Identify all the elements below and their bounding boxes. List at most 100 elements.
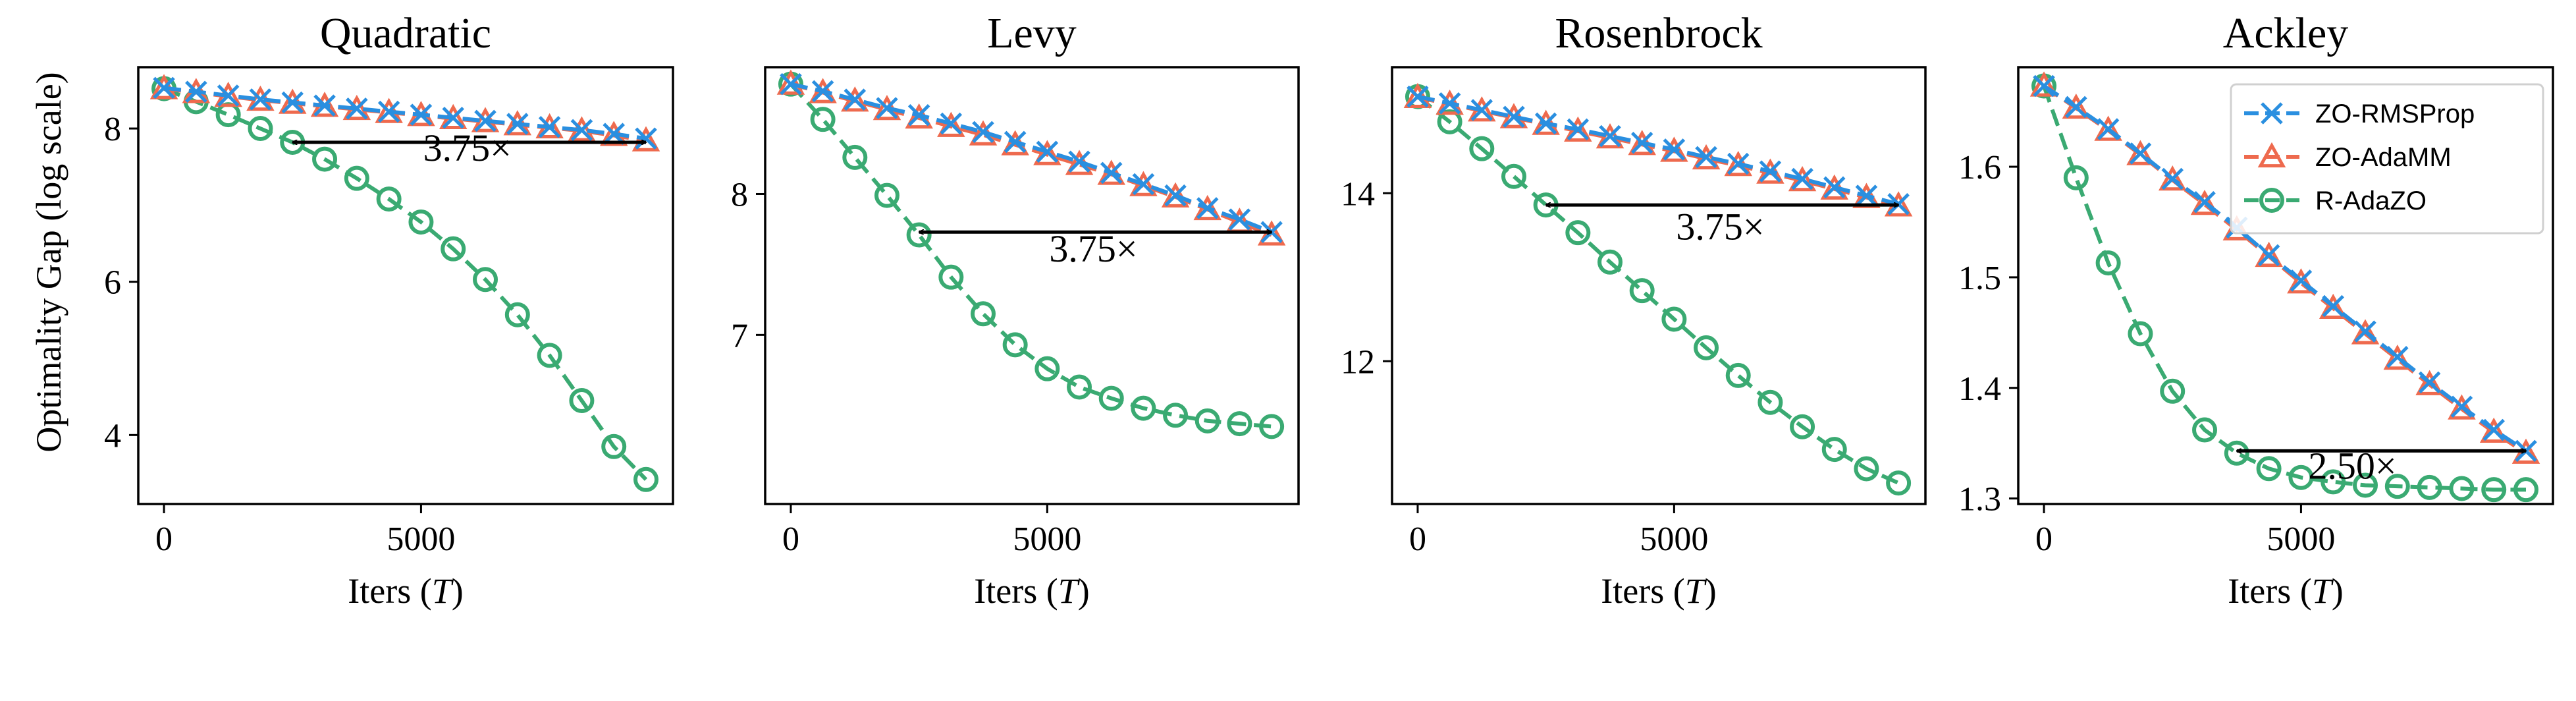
data-point <box>776 69 805 95</box>
data-point <box>217 84 240 107</box>
data-point <box>2192 417 2218 443</box>
data-point <box>2354 320 2376 343</box>
data-point <box>1565 220 1591 246</box>
panel-rosenbrock: Rosenbrock 3.75× 0 5000 12 14 Iters (T) <box>1341 9 1927 611</box>
data-point <box>215 102 241 128</box>
data-point <box>2190 189 2219 215</box>
data-point <box>2029 71 2058 97</box>
data-point <box>844 88 867 111</box>
data-point <box>2094 115 2122 141</box>
legend-entry: ZO-RMSProp <box>2244 99 2475 128</box>
data-point <box>570 119 593 142</box>
data-point <box>971 301 996 327</box>
data-point <box>2415 370 2444 395</box>
series-r-adazo <box>151 76 659 492</box>
data-point <box>1196 197 1219 219</box>
panel-title: Levy <box>987 9 1077 57</box>
data-point <box>1501 163 1526 189</box>
data-point <box>410 103 433 126</box>
data-point <box>1438 92 1461 115</box>
data-point <box>1823 176 1846 199</box>
data-point <box>1002 332 1028 358</box>
y-tick-label: 14 <box>1341 175 1375 213</box>
x-tick-label: 0 <box>1409 520 1426 558</box>
data-point <box>2129 142 2152 165</box>
y-tick-label: 1.6 <box>1958 149 2001 186</box>
data-point <box>2257 244 2280 267</box>
series-zo-adamm <box>149 74 660 152</box>
series-line <box>790 82 1273 234</box>
panel-title: Ackley <box>2223 9 2349 57</box>
y-tick-label: 8 <box>104 111 121 148</box>
data-point <box>2255 241 2283 267</box>
legend-label: ZO-RMSProp <box>2315 99 2475 128</box>
legend-label: R-AdaZO <box>2315 186 2427 215</box>
data-point <box>1725 362 1751 388</box>
data-point <box>1034 356 1060 381</box>
series-zo-rmsprop <box>1407 85 1910 215</box>
data-point <box>1599 125 1621 148</box>
legend-entry: R-AdaZO <box>2244 186 2427 215</box>
data-point <box>2449 476 2475 501</box>
data-point <box>1661 306 1687 332</box>
data-point <box>569 387 595 413</box>
speedup-label: 3.75× <box>423 126 512 169</box>
data-point <box>2481 477 2507 503</box>
data-point <box>281 91 304 114</box>
data-point <box>938 264 964 290</box>
y-tick-label: 1.5 <box>1958 260 2001 297</box>
data-point <box>2290 269 2313 292</box>
data-point <box>1727 152 1750 175</box>
legend: ZO-RMSProp ZO-AdaMM R-AdaZO <box>2230 83 2544 235</box>
legend-marker <box>2257 142 2286 168</box>
data-point <box>1004 130 1027 154</box>
y-axis-label: Optimality Gap (log scale) <box>29 72 68 452</box>
y-tick-label: 6 <box>104 264 121 302</box>
speedup-label: 2.50× <box>2308 444 2396 487</box>
legend-marker <box>2261 102 2283 125</box>
data-point <box>1437 109 1462 134</box>
data-point <box>442 107 464 129</box>
data-point <box>2097 118 2120 140</box>
data-point <box>2095 250 2121 276</box>
x-axis-label: Iters (T) <box>2228 571 2343 611</box>
data-point <box>2351 319 2380 345</box>
data-point <box>1855 184 1878 207</box>
y-tick-label: 1.4 <box>1958 370 2001 408</box>
series-r-adazo <box>2031 73 2539 503</box>
data-point <box>2322 294 2344 318</box>
data-point <box>1694 335 1719 360</box>
x-tick-label: 5000 <box>1013 520 1081 558</box>
data-point <box>344 165 369 191</box>
data-point <box>937 111 965 137</box>
data-point <box>1630 131 1653 154</box>
data-point <box>874 182 899 208</box>
series-line <box>1417 94 1899 206</box>
series-line <box>1416 95 1900 485</box>
data-point <box>1886 470 1912 496</box>
data-point <box>1759 160 1782 182</box>
data-point <box>1132 173 1155 196</box>
data-point <box>1131 395 1156 421</box>
data-point <box>972 121 994 144</box>
data-point <box>1695 146 1717 169</box>
series-line <box>163 86 647 141</box>
panel-title: Rosenbrock <box>1555 9 1762 57</box>
data-point <box>2482 418 2505 441</box>
data-point <box>537 343 562 368</box>
data-point <box>1194 408 1220 434</box>
data-point <box>633 466 659 492</box>
data-point <box>248 116 273 142</box>
panel-ackley: Ackley 2.50× 0 5000 1.3 1.4 1.5 1.6 Iters (T) <box>1958 9 2554 611</box>
data-point <box>2353 472 2378 498</box>
x-axis-label: Iters (T) <box>348 571 463 611</box>
x-tick-label: 0 <box>782 520 799 558</box>
data-point <box>2383 344 2412 370</box>
data-point <box>2448 394 2476 420</box>
data-point <box>780 72 802 96</box>
data-point <box>1228 208 1251 231</box>
series-line <box>2043 84 2527 453</box>
data-point <box>1098 385 1124 411</box>
data-point <box>1036 140 1059 163</box>
